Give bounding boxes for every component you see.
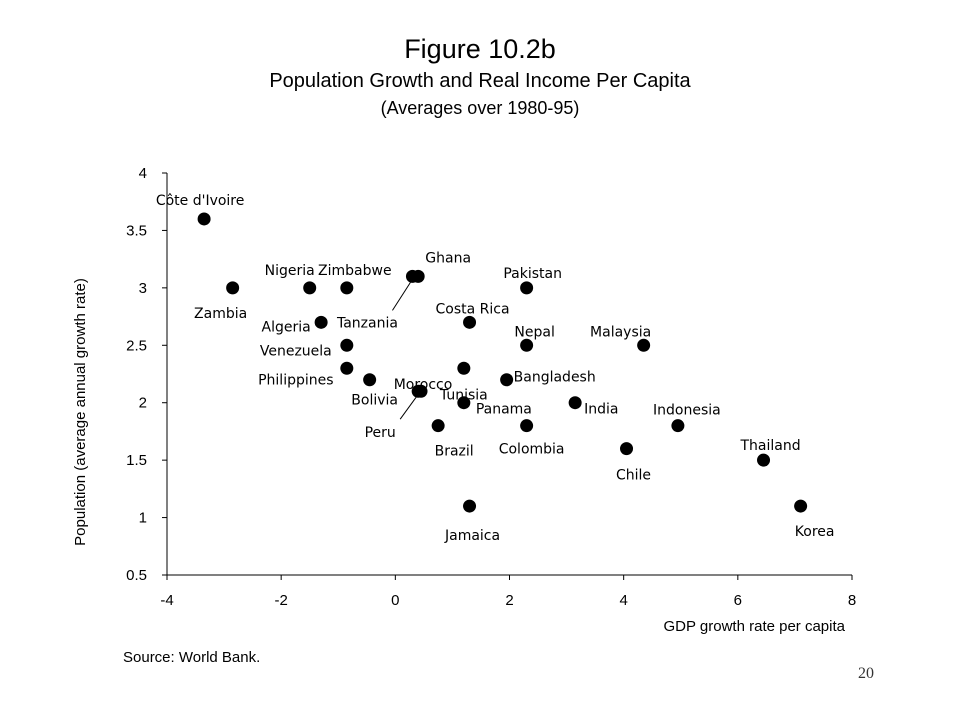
data-label: Chile <box>616 468 651 484</box>
source-note: Source: World Bank. <box>123 649 261 666</box>
data-point <box>463 315 477 329</box>
axes: 0.5 1 1.5 2 2.5 3 3.5 4 -4 -2 0 2 4 6 8 <box>126 165 856 609</box>
data-label: Brazil <box>435 444 474 460</box>
data-point <box>520 281 534 295</box>
data-point <box>757 453 771 467</box>
data-label: Pakistan <box>503 266 562 282</box>
data-point <box>671 419 685 433</box>
y-tick-label: 2.5 <box>126 337 147 354</box>
data-point <box>303 281 317 295</box>
data-label: Côte d'Ivoire <box>156 193 245 209</box>
data-label: Thailand <box>739 438 800 454</box>
x-tick-label: 4 <box>619 592 627 609</box>
data-point <box>340 361 354 375</box>
data-label: Peru <box>365 425 396 441</box>
y-tick-label: 3.5 <box>126 222 147 239</box>
data-label: Venezuela <box>260 343 332 359</box>
data-label: Zimbabwe <box>318 263 392 279</box>
page-number: 20 <box>858 665 874 682</box>
chart-note: (Averages over 1980-95) <box>380 98 580 118</box>
data-label: Nepal <box>514 324 554 340</box>
data-point <box>363 373 377 387</box>
data-label: Algeria <box>262 319 311 335</box>
data-point <box>457 396 471 410</box>
data-label: Korea <box>795 524 835 540</box>
y-tick-label: 0.5 <box>126 567 147 584</box>
x-tick-label: 6 <box>734 592 742 609</box>
leader-line <box>392 282 411 311</box>
data-point <box>411 384 425 398</box>
data-label: Colombia <box>499 442 565 458</box>
data-point <box>457 361 471 375</box>
data-point <box>340 338 354 352</box>
data-label: Costa Rica <box>436 301 510 317</box>
data-point <box>405 269 419 283</box>
x-tick-label: 0 <box>391 592 399 609</box>
data-label: Malaysia <box>590 324 651 340</box>
leader-line <box>399 396 417 420</box>
y-tick-label: 1 <box>139 510 147 527</box>
data-point <box>620 442 634 456</box>
data-label: Bolivia <box>351 393 398 409</box>
y-tick-label: 2 <box>139 395 147 412</box>
data-label: Indonesia <box>653 403 721 419</box>
y-tick-label: 1.5 <box>126 452 147 469</box>
data-label: Morocco <box>394 377 453 393</box>
x-tick-label: -2 <box>274 592 287 609</box>
data-points <box>197 212 808 513</box>
data-label: Ghana <box>425 250 471 266</box>
data-label: Tunisia <box>439 387 488 403</box>
data-label: India <box>584 402 618 418</box>
data-point <box>520 419 534 433</box>
x-tick-label: 2 <box>505 592 513 609</box>
data-point <box>568 396 582 410</box>
data-label: Tanzania <box>336 315 398 331</box>
x-axis-label: GDP growth rate per capita <box>664 618 846 635</box>
chart-subtitle: Population Growth and Real Income Per Ca… <box>269 70 691 92</box>
data-point <box>226 281 240 295</box>
data-label: Nigeria <box>265 263 315 279</box>
data-point <box>463 499 477 513</box>
data-point <box>500 373 514 387</box>
data-point <box>520 338 534 352</box>
x-tick-label: -4 <box>160 592 173 609</box>
data-label: Jamaica <box>444 528 500 544</box>
data-point <box>794 499 808 513</box>
data-label: Zambia <box>194 306 247 322</box>
y-axis-label: Population (average annual growth rate) <box>72 278 89 546</box>
y-tick-label: 4 <box>139 165 147 182</box>
data-label: Panama <box>476 402 532 418</box>
data-label: Bangladesh <box>514 370 596 386</box>
y-tick-label: 3 <box>139 280 147 297</box>
figure-title: Figure 10.2b <box>404 34 556 64</box>
data-point <box>637 338 651 352</box>
data-point <box>340 281 354 295</box>
data-labels: Côte d'Ivoire Zambia Nigeria Zimbabwe Algeri… <box>156 193 835 544</box>
data-point <box>431 419 445 433</box>
data-point <box>197 212 211 226</box>
data-point <box>314 315 328 329</box>
data-label: Philippines <box>258 372 333 388</box>
x-tick-label: 8 <box>848 592 856 609</box>
